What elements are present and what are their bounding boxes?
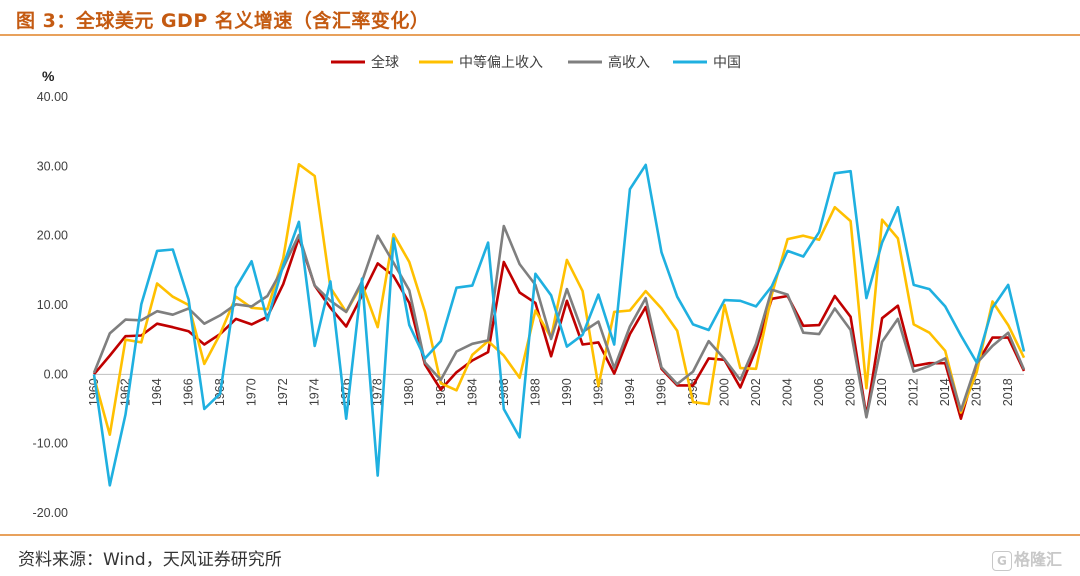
y-tick-label: 10.00 [37,298,68,312]
line-chart: 全球 中等偏上收入 高收入 中国 % 40.00 30.00 20.00 10.00 0.00… [33,54,1026,520]
x-tick-label: 2004 [781,378,795,406]
x-tick-label: 2014 [938,378,952,406]
watermark-logo: G [991,550,1012,571]
x-tick-label: 1984 [465,378,479,406]
x-tick-label: 1970 [245,378,259,406]
series-line [92,224,1026,419]
x-tick-label: 1990 [560,378,574,406]
y-tick-label: -10.00 [33,437,68,451]
x-tick-label: 2000 [718,378,732,406]
x-tick-label: 1988 [528,378,542,406]
y-tick-label: 40.00 [37,90,68,104]
x-tick-label: 2006 [812,378,826,406]
y-tick-label: 20.00 [37,229,68,243]
chart-legend: 全球 中等偏上收入 高收入 中国 [331,54,741,71]
series-line [92,163,1026,487]
x-tick-label: 2010 [875,378,889,406]
legend-label: 高收入 [608,54,650,71]
legend-label: 全球 [371,54,399,71]
x-tick-label: 1996 [654,378,668,406]
legend-label: 中国 [713,55,741,71]
x-tick-label: 1980 [402,378,416,406]
x-tick-label: 1964 [150,378,164,406]
x-tick-label: 2016 [970,378,984,406]
y-axis-ticks: 40.00 30.00 20.00 10.00 0.00 -10.00 -20.00 [33,90,69,520]
x-tick-label: 2008 [844,378,858,406]
y-tick-label: -20.00 [33,506,68,520]
x-tick-label: 2012 [907,378,921,406]
x-tick-label: 1972 [276,378,290,406]
y-tick-label: 30.00 [37,159,68,173]
x-tick-label: 2018 [1001,378,1015,406]
source-note: 资料来源：Wind，天风证券研究所 [18,550,282,570]
y-axis-unit: % [42,68,55,84]
legend-label: 中等偏上收入 [459,54,543,71]
watermark-text: 格隆汇 [1013,550,1062,569]
x-tick-label: 1978 [371,378,385,406]
chart-title: 图 3：全球美元 GDP 名义增速（含汇率变化） [16,10,430,32]
bottom-rule [0,534,1080,536]
x-tick-label: 1994 [623,378,637,406]
x-tick-label: 1992 [591,378,605,406]
x-tick-label: 1974 [308,378,322,406]
series-lines [92,163,1026,487]
x-tick-label: 1966 [182,378,196,406]
watermark: G 格隆汇 [991,546,1062,571]
top-rule [0,34,1080,36]
x-tick-label: 2002 [749,378,763,406]
x-axis-ticks: 1960 1962 1964 1966 1968 1970 1972 1974 1976 1978… [87,378,1015,406]
y-tick-label: 0.00 [44,367,68,381]
